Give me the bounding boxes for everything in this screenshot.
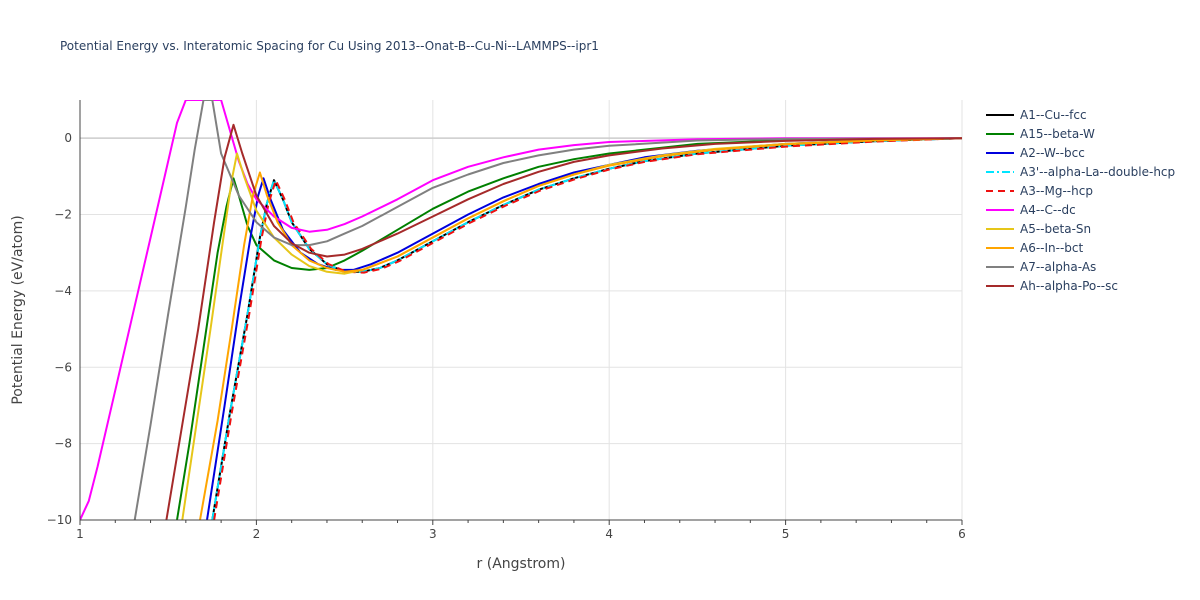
series-line-5	[80, 100, 962, 520]
x-tick-label: 2	[253, 527, 261, 541]
series-line-2	[206, 137, 962, 520]
legend-label: A7--alpha-As	[1020, 260, 1096, 274]
axes	[79, 100, 963, 525]
x-tick-label: 3	[429, 527, 437, 541]
legend-label: A3'--alpha-La--double-hcp	[1020, 165, 1175, 179]
y-tick-label: −2	[54, 208, 72, 222]
legend-label: A2--W--bcc	[1020, 146, 1085, 160]
tick-labels: 1 2 3 4 5 6 −10 −8 −6 −4 −2 0	[47, 131, 966, 541]
legend-label: A15--beta-W	[1020, 127, 1095, 141]
y-tick-label: −4	[54, 284, 72, 298]
legend-label: A6--In--bct	[1020, 241, 1084, 255]
y-axis-label: Potential Energy (eV/atom)	[10, 215, 26, 404]
x-tick-label: 6	[958, 527, 966, 541]
chart-title: Potential Energy vs. Interatomic Spacing…	[60, 39, 599, 53]
x-axis-label: r (Angstrom)	[477, 556, 566, 572]
series-line-9	[165, 123, 962, 520]
series-line-1	[176, 137, 962, 520]
legend-label: A1--Cu--fcc	[1020, 108, 1087, 122]
y-tick-label: −6	[54, 360, 72, 374]
y-tick-label: −10	[47, 513, 72, 527]
y-tick-label: −8	[54, 437, 72, 451]
x-tick-label: 5	[782, 527, 790, 541]
series-line-3	[211, 137, 962, 520]
legend-label: A4--C--dc	[1020, 203, 1076, 217]
x-tick-label: 4	[605, 527, 613, 541]
series-group	[80, 100, 962, 520]
legend-label: A5--beta-Sn	[1020, 222, 1091, 236]
legend: A1--Cu--fcc A15--beta-W A2--W--bcc A3'--alp…	[986, 108, 1175, 293]
legend-label: Ah--alpha-Po--sc	[1020, 279, 1118, 293]
y-tick-label: 0	[64, 131, 72, 145]
series-line-8	[133, 100, 962, 520]
legend-label: A3--Mg--hcp	[1020, 184, 1093, 198]
series-line-0	[211, 137, 962, 520]
series-line-6	[181, 137, 962, 520]
series-line-7	[199, 137, 962, 520]
series-line-4	[213, 137, 962, 520]
x-tick-label: 1	[76, 527, 84, 541]
